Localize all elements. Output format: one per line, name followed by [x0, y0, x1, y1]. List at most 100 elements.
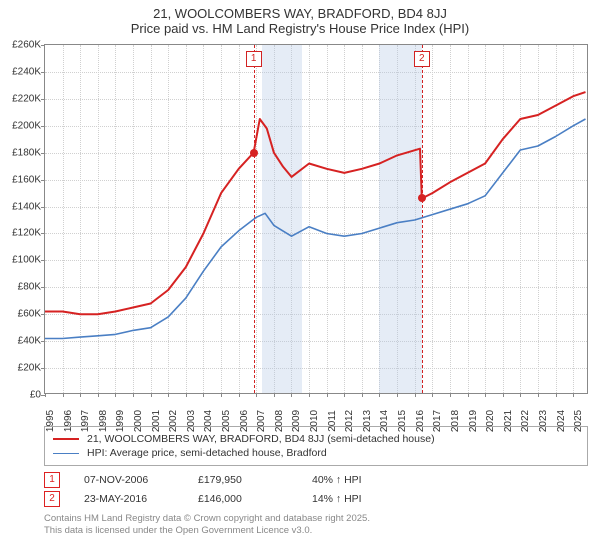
- gridline-h: [45, 180, 587, 182]
- x-axis-label: 2003: [186, 410, 197, 432]
- tick-x: [186, 393, 187, 397]
- tick-x: [133, 393, 134, 397]
- gridline-h: [45, 207, 587, 209]
- tick-y: [41, 126, 45, 127]
- y-axis-label: £100K: [12, 255, 41, 266]
- gridline-v: [573, 45, 575, 393]
- tick-x: [291, 393, 292, 397]
- event-price: £146,000: [198, 493, 288, 505]
- event-marker-line: [254, 45, 255, 393]
- x-axis-label: 2015: [397, 410, 408, 432]
- gridline-v: [432, 45, 434, 393]
- event-id-box: 2: [44, 491, 60, 507]
- event-price: £179,950: [198, 474, 288, 486]
- events-table: 107-NOV-2006£179,95040% ↑ HPI223-MAY-201…: [44, 472, 588, 507]
- shaded-band: [262, 45, 302, 393]
- title-address: 21, WOOLCOMBERS WAY, BRADFORD, BD4 8JJ: [0, 6, 600, 21]
- gridline-v: [327, 45, 329, 393]
- legend-row: 21, WOOLCOMBERS WAY, BRADFORD, BD4 8JJ (…: [53, 433, 579, 445]
- tick-x: [379, 393, 380, 397]
- tick-x: [450, 393, 451, 397]
- legend-label: HPI: Average price, semi-detached house,…: [87, 447, 327, 459]
- tick-x: [327, 393, 328, 397]
- tick-x: [221, 393, 222, 397]
- gridline-h: [45, 153, 587, 155]
- y-axis-label: £260K: [12, 40, 41, 51]
- x-axis-label: 1998: [98, 410, 109, 432]
- x-axis-label: 2012: [344, 410, 355, 432]
- tick-x: [98, 393, 99, 397]
- tick-x: [415, 393, 416, 397]
- x-axis-label: 2023: [538, 410, 549, 432]
- x-axis-label: 2011: [327, 410, 338, 432]
- tick-x: [203, 393, 204, 397]
- x-axis-label: 2018: [450, 410, 461, 432]
- tick-x: [168, 393, 169, 397]
- gridline-v: [450, 45, 452, 393]
- gridline-h: [45, 126, 587, 128]
- event-delta: 40% ↑ HPI: [312, 474, 402, 486]
- tick-x: [538, 393, 539, 397]
- y-axis-label: £20K: [18, 363, 41, 374]
- x-axis-label: 2001: [151, 410, 162, 432]
- title-subtitle: Price paid vs. HM Land Registry's House …: [0, 21, 600, 36]
- x-axis-label: 2010: [309, 410, 320, 432]
- gridline-v: [186, 45, 188, 393]
- x-axis-label: 2017: [432, 410, 443, 432]
- y-axis-label: £80K: [18, 282, 41, 293]
- x-axis-label: 2006: [239, 410, 250, 432]
- footer-line1: Contains HM Land Registry data © Crown c…: [44, 513, 588, 525]
- tick-y: [41, 287, 45, 288]
- x-axis-label: 2004: [203, 410, 214, 432]
- tick-y: [41, 99, 45, 100]
- x-axis-label: 1997: [80, 410, 91, 432]
- tick-x: [80, 393, 81, 397]
- gridline-v: [98, 45, 100, 393]
- gridline-v: [362, 45, 364, 393]
- tick-x: [432, 393, 433, 397]
- x-axis-label: 2025: [573, 410, 584, 432]
- tick-x: [485, 393, 486, 397]
- x-axis-label: 2013: [362, 410, 373, 432]
- tick-x: [239, 393, 240, 397]
- attribution-footer: Contains HM Land Registry data © Crown c…: [44, 513, 588, 538]
- x-axis-label: 1995: [45, 410, 56, 432]
- tick-x: [556, 393, 557, 397]
- price-vs-hpi-chart: £0£20K£40K£60K£80K£100K£120K£140K£160K£1…: [44, 44, 588, 394]
- tick-y: [41, 368, 45, 369]
- tick-x: [344, 393, 345, 397]
- x-axis-label: 2020: [485, 410, 496, 432]
- event-id-box: 1: [44, 472, 60, 488]
- tick-y: [41, 45, 45, 46]
- event-delta: 14% ↑ HPI: [312, 493, 402, 505]
- tick-x: [520, 393, 521, 397]
- tick-y: [41, 153, 45, 154]
- gridline-v: [503, 45, 505, 393]
- data-point: [418, 194, 426, 202]
- tick-y: [41, 207, 45, 208]
- gridline-h: [45, 287, 587, 289]
- tick-y: [41, 260, 45, 261]
- shaded-band: [379, 45, 421, 393]
- tick-x: [503, 393, 504, 397]
- y-axis-label: £60K: [18, 309, 41, 320]
- gridline-v: [80, 45, 82, 393]
- gridline-v: [221, 45, 223, 393]
- tick-x: [573, 393, 574, 397]
- footer-line2: This data is licensed under the Open Gov…: [44, 525, 588, 537]
- tick-x: [63, 393, 64, 397]
- gridline-v: [538, 45, 540, 393]
- tick-y: [41, 314, 45, 315]
- tick-x: [397, 393, 398, 397]
- y-axis-label: £140K: [12, 201, 41, 212]
- tick-x: [45, 393, 46, 397]
- tick-x: [151, 393, 152, 397]
- gridline-v: [309, 45, 311, 393]
- y-axis-label: £40K: [18, 336, 41, 347]
- tick-x: [468, 393, 469, 397]
- data-point: [250, 149, 258, 157]
- gridline-h: [45, 72, 587, 74]
- y-axis-label: £180K: [12, 147, 41, 158]
- gridline-h: [45, 341, 587, 343]
- legend-row: HPI: Average price, semi-detached house,…: [53, 447, 579, 459]
